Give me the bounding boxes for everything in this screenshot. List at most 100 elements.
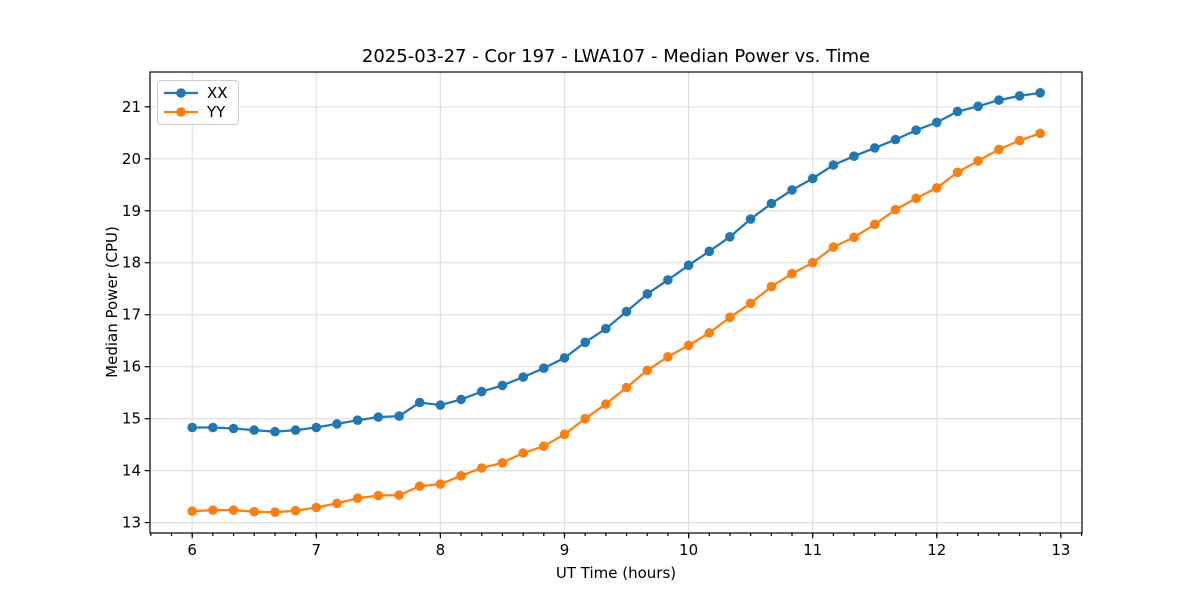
data-point [870,219,880,230]
plot-border [149,71,1083,534]
data-point [642,365,653,376]
y-tick-label: 15 [122,410,141,428]
data-point [187,422,197,433]
data-point [601,323,611,334]
y-tick-label: 16 [122,358,141,376]
x-tick-label: 8 [436,541,446,559]
data-point [187,506,197,516]
x-tick-label: 6 [187,541,197,559]
legend: XX YY [157,80,239,125]
data-point [621,306,632,317]
data-point [580,337,590,348]
series-markers-yy [187,128,1045,517]
data-point [414,481,425,492]
legend-label-xx: XX [207,84,228,102]
data-point [994,144,1004,155]
data-point [725,312,735,323]
data-point [559,353,570,363]
y-axis-label: Median Power (CPU) [103,226,121,378]
axis-tick-labels: 6 7 8 9 10 11 12 13 13 14 15 16 17 18 19 20 21 [122,98,1071,559]
data-point [870,143,880,153]
data-point [890,204,901,215]
legend-sample-xx-icon [164,88,198,98]
axis-ticks [144,106,1083,539]
data-point [456,471,466,481]
data-point [539,363,549,374]
data-point [704,328,715,338]
data-point [290,505,301,516]
data-point [911,193,921,204]
x-tick-label: 11 [803,541,822,559]
data-point [725,232,735,242]
x-tick-label: 12 [927,541,946,559]
gridlines [150,72,1082,533]
legend-label-yy: YY [207,103,226,121]
series-line-yy [192,132,1041,514]
data-point [332,419,342,429]
data-point [414,397,425,408]
data-point [373,412,384,422]
data-point [642,289,653,299]
data-point [601,399,611,409]
y-tick-label: 17 [122,306,141,324]
data-point [663,275,673,285]
y-tick-label: 20 [122,150,141,168]
data-point [332,498,342,509]
data-point [994,95,1004,105]
data-point [704,246,715,257]
data-point [807,257,818,268]
data-point [456,394,466,405]
data-point [787,185,797,195]
data-point [911,125,921,135]
data-point [352,493,363,504]
data-point [1014,91,1025,101]
data-point [352,415,363,426]
y-tick-label: 21 [122,98,141,116]
legend-item-yy: YY [163,103,228,121]
data-point [208,422,218,433]
series-markers-xx [187,88,1045,437]
data-point [249,506,259,517]
y-tick-label: 19 [122,202,141,220]
data-point [828,160,839,170]
data-point [849,232,859,243]
legend-item-xx: XX [163,84,228,102]
data-point [208,505,218,515]
data-point [952,167,963,178]
data-point [373,490,384,501]
data-point [270,507,280,517]
data-point [828,242,839,252]
data-point [228,505,239,515]
data-point [311,422,322,433]
data-point [476,386,487,397]
data-point [745,298,756,309]
data-point [476,463,487,473]
x-tick-label: 13 [1051,541,1070,559]
data-point [849,151,859,161]
data-point [311,502,322,513]
data-point [952,106,963,117]
data-point [890,134,901,145]
data-point [1035,128,1045,139]
data-point [663,352,673,362]
data-point [559,429,570,440]
data-point [973,101,983,112]
y-tick-label: 14 [122,462,141,480]
data-point [518,372,528,382]
x-tick-label: 7 [312,541,322,559]
data-point [683,260,694,271]
data-point [497,380,508,391]
data-point [580,413,590,424]
data-point [435,479,446,489]
data-point [745,214,756,224]
data-point [394,490,404,500]
x-tick-label: 10 [679,541,698,559]
data-point [497,458,508,468]
chart-title: 2025-03-27 - Cor 197 - LWA107 - Median P… [361,46,871,67]
data-point [539,441,549,452]
data-point [1035,88,1045,98]
data-point [249,425,259,435]
data-point [932,183,942,193]
data-point [435,400,446,410]
